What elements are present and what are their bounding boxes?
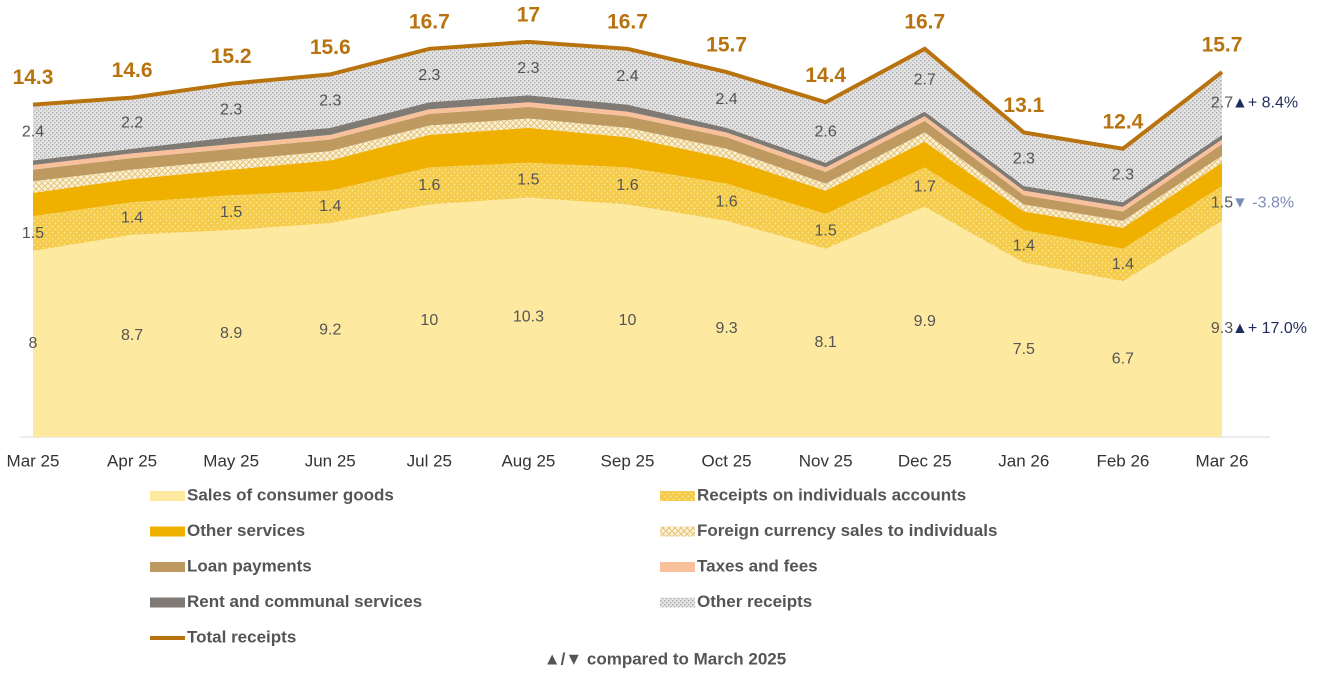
note: ▲/▼ compared to March 2025: [544, 649, 786, 668]
area: [33, 106, 1222, 221]
total-label: 15.7: [706, 34, 747, 57]
data-label: 9.3: [715, 320, 737, 337]
total-label: 14.4: [805, 64, 846, 87]
data-label: 2.4: [22, 124, 44, 141]
data-label: 2.2: [121, 114, 143, 131]
legend-label: Sales of consumer goods: [187, 485, 394, 504]
total-label: 14.3: [13, 66, 54, 89]
x-tick-label: Jul 25: [407, 451, 452, 470]
x-tick-label: May 25: [203, 451, 259, 470]
area: [33, 162, 1222, 282]
data-label: 1.5: [220, 204, 242, 221]
data-label: 1.4: [1112, 256, 1134, 273]
total-label: 16.7: [409, 10, 450, 33]
x-tick-label: Oct 25: [702, 451, 752, 470]
data-label: 2.3: [319, 92, 341, 109]
legend-swatch: [660, 562, 695, 572]
data-label: 2.4: [616, 68, 638, 85]
data-label: 1.5: [1211, 195, 1233, 212]
data-label: 2.3: [1112, 167, 1134, 184]
data-label: 8.1: [815, 334, 837, 351]
data-label: 1.5: [517, 171, 539, 188]
data-label: 10: [619, 312, 637, 329]
total-line: [32, 39, 1224, 151]
data-label: 2.3: [1013, 150, 1035, 167]
legend-swatch: [150, 597, 185, 608]
x-tick-label: Jun 25: [305, 451, 356, 470]
x-tick-label: Nov 25: [799, 451, 853, 470]
data-label: 8.7: [121, 327, 143, 344]
total-label: 16.7: [904, 10, 945, 33]
data-label: 2.6: [815, 124, 837, 141]
data-label: 10: [420, 312, 438, 329]
legend-swatch: [660, 597, 695, 608]
x-tick-label: Sep 25: [601, 451, 655, 470]
legend-label: Total receipts: [187, 627, 296, 646]
total-label: 12.4: [1102, 110, 1143, 133]
legend-swatch: [150, 491, 185, 501]
x-tick-label: Apr 25: [107, 451, 157, 470]
x-tick-label: Mar 25: [7, 451, 60, 470]
data-label: 2.4: [715, 91, 737, 108]
data-label: 2.7: [914, 71, 936, 88]
legend-swatch: [150, 562, 185, 572]
area: [33, 127, 1222, 249]
x-tick-label: Jan 26: [998, 451, 1049, 470]
total-label: 16.7: [607, 10, 648, 33]
data-label: 1.4: [121, 210, 143, 227]
legend-label: Loan payments: [187, 556, 312, 575]
total-label: 15.7: [1202, 34, 1243, 57]
total-label: 15.6: [310, 36, 351, 59]
data-label: 6.7: [1112, 350, 1134, 367]
total-label: 17: [517, 3, 540, 26]
change-label: ▲+ 17.0%: [1232, 320, 1307, 337]
area: [33, 41, 1222, 203]
x-tick-label: Dec 25: [898, 451, 952, 470]
data-label: 2.3: [517, 60, 539, 77]
legend-swatch: [660, 491, 695, 501]
total-label: 13.1: [1003, 94, 1044, 117]
x-tick-label: Aug 25: [501, 451, 555, 470]
data-label: 2.7: [1211, 95, 1233, 112]
data-label: 2.3: [220, 102, 242, 119]
data-label: 1.5: [22, 225, 44, 242]
data-label: 9.3: [1211, 320, 1233, 337]
legend-label: Foreign currency sales to individuals: [697, 521, 997, 540]
data-label: 2.3: [418, 67, 440, 84]
legend-swatch: [660, 526, 695, 537]
change-label: ▼ -3.8%: [1232, 195, 1294, 212]
legend-swatch: [150, 526, 185, 537]
legend-label: Other services: [187, 521, 305, 540]
legend-label: Rent and communal services: [187, 592, 422, 611]
x-tick-label: Mar 26: [1196, 451, 1249, 470]
data-label: 1.6: [715, 193, 737, 210]
total-label: 15.2: [211, 45, 252, 68]
legend-label: Receipts on individuals accounts: [697, 485, 966, 504]
data-label: 1.4: [1013, 238, 1035, 255]
data-label: 7.5: [1013, 341, 1035, 358]
total-label: 14.6: [112, 59, 153, 82]
data-label: 1.4: [319, 198, 341, 215]
data-label: 1.5: [815, 223, 837, 240]
data-label: 1.7: [914, 178, 936, 195]
data-label: 8.9: [220, 325, 242, 342]
legend-label: Other receipts: [697, 592, 812, 611]
data-label: 9.2: [319, 321, 341, 338]
data-label: 9.9: [914, 313, 936, 330]
legend-label: Taxes and fees: [697, 556, 818, 575]
data-label: 8: [29, 335, 38, 352]
x-tick-label: Feb 26: [1096, 451, 1149, 470]
data-label: 10.3: [513, 309, 544, 326]
data-label: 1.6: [418, 177, 440, 194]
data-label: 1.6: [616, 177, 638, 194]
change-label: ▲+ 8.4%: [1232, 95, 1298, 112]
area: [33, 197, 1222, 437]
